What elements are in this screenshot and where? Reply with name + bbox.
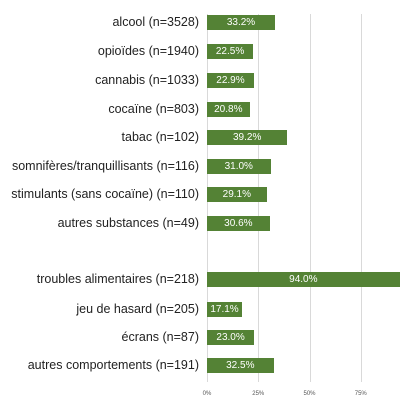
bar (207, 14, 276, 30)
bar (207, 301, 243, 317)
bar (207, 158, 271, 174)
bar (207, 101, 250, 117)
bar (207, 129, 288, 145)
bar-value-label: 23.0% (216, 331, 245, 343)
bar (207, 186, 267, 202)
x-tick-label: 50% (303, 391, 316, 397)
bar-value-label: 22.5% (215, 45, 245, 57)
x-tick-label: 25% (252, 391, 265, 397)
bar-value-label: 29.1% (222, 188, 251, 200)
bar-value-label: 20.8% (214, 103, 243, 115)
bar (207, 271, 400, 287)
category-label: jeu de hasard (n=205) (76, 302, 199, 316)
category-label: stimulants (sans cocaïne) (n=110) (11, 187, 199, 201)
category-label: écrans (n=87) (121, 330, 199, 344)
category-label: cannabis (n=1033) (95, 73, 199, 87)
bar (207, 357, 274, 373)
category-label: autres comportements (n=191) (27, 358, 199, 372)
category-label: opioïdes (n=1940) (97, 44, 199, 58)
gridline (360, 14, 362, 382)
bar-value-label: 30.6% (224, 217, 253, 229)
bar-value-label: 22.9% (216, 74, 245, 86)
bar-value-label: 39.2% (233, 131, 262, 143)
category-label: troubles alimentaires (n=218) (36, 272, 199, 286)
bar-value-label: 33.2% (226, 16, 256, 28)
category-label: autres substances (n=49) (57, 216, 199, 230)
gridline (309, 14, 311, 382)
category-label: somnifères/tranquillisants (n=116) (11, 159, 199, 173)
bar (207, 72, 254, 88)
bar-value-label: 32.5% (226, 359, 255, 371)
bar (207, 43, 254, 59)
x-tick-label: 75% (354, 391, 367, 397)
bar (207, 215, 270, 231)
bar (207, 329, 255, 345)
category-label: tabac (n=102) (121, 130, 199, 144)
bar-value-label: 94.0% (289, 273, 318, 285)
x-tick-label: 0% (202, 391, 212, 397)
category-label: cocaïne (n=803) (108, 102, 199, 116)
bar-value-label: 31.0% (224, 160, 253, 172)
category-label: alcool (n=3528) (112, 15, 199, 29)
bar-value-label: 17.1% (210, 303, 239, 315)
